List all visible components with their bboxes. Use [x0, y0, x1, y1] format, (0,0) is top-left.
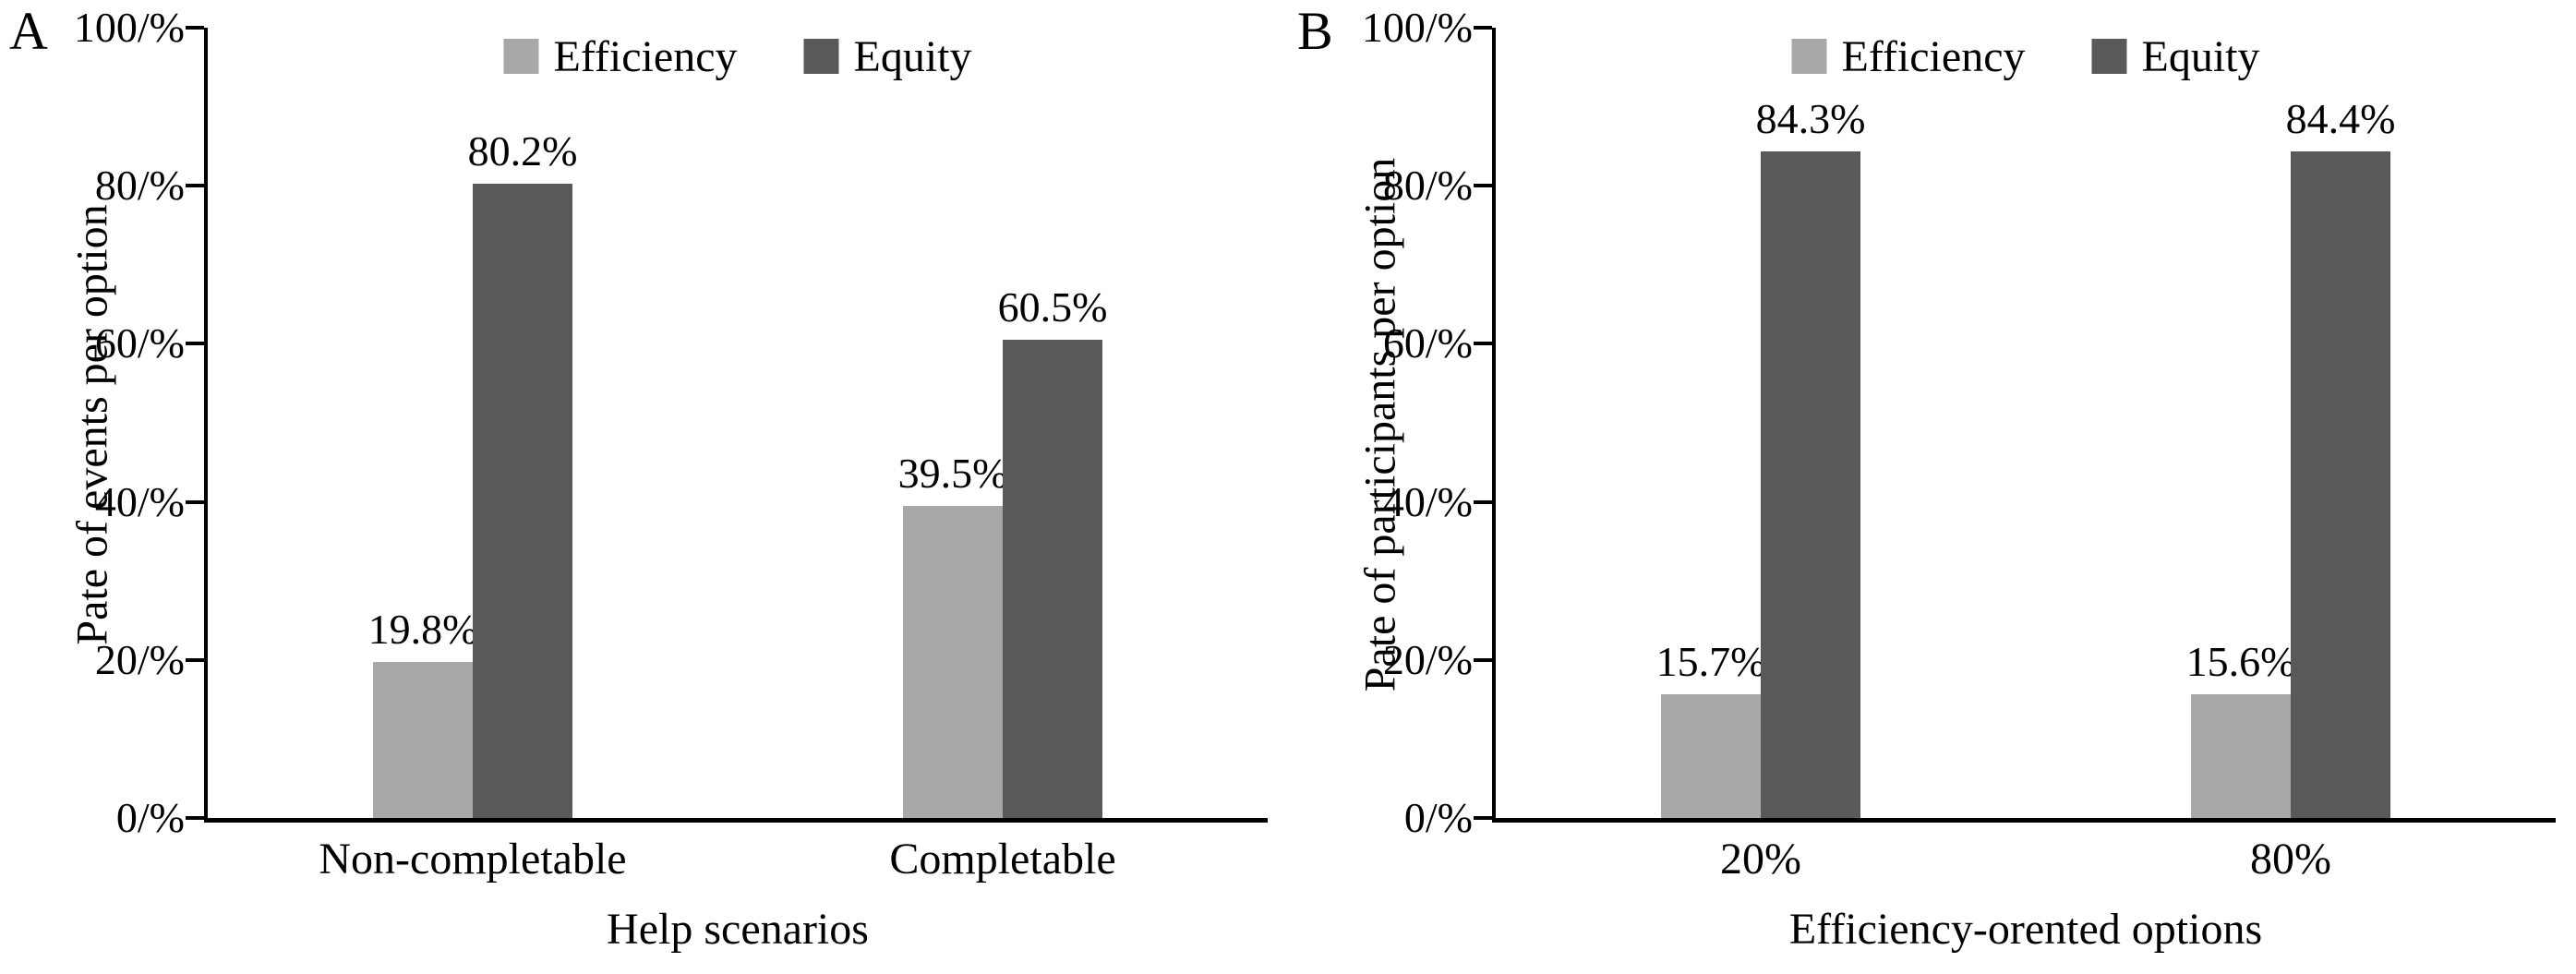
- bar-value-label: 84.4%: [2285, 94, 2396, 142]
- y-tick-mark: [186, 26, 204, 30]
- bar-value-label: 60.5%: [997, 283, 1108, 331]
- bar-efficiency: [2191, 694, 2291, 818]
- y-tick-label: 0/%: [115, 794, 185, 841]
- bar-value-label: 15.7%: [1655, 637, 1766, 685]
- y-tick-mark: [1474, 26, 1492, 30]
- y-tick-label: 20/%: [94, 635, 185, 683]
- y-tick-mark: [1474, 184, 1492, 188]
- y-tick-label: 40/%: [94, 477, 185, 525]
- bar-value-label: 39.5%: [897, 449, 1008, 497]
- y-tick-mark: [1474, 816, 1492, 820]
- y-tick-mark: [186, 657, 204, 662]
- y-axis-title: Pate of events per option: [67, 204, 117, 645]
- bar-efficiency: [373, 661, 473, 818]
- y-tick-label: 40/%: [1382, 477, 1473, 525]
- legend-item-efficiency: Efficiency: [1791, 30, 2026, 83]
- panel-label-b: B: [1297, 1, 1333, 61]
- y-tick-label: 0/%: [1403, 794, 1473, 841]
- legend-swatch-efficiency: [1791, 39, 1827, 74]
- legend-label: Efficiency: [1841, 31, 2026, 81]
- bar-efficiency: [1661, 693, 1761, 818]
- legend-item-equity: Equity: [803, 30, 972, 83]
- y-tick-mark: [186, 499, 204, 504]
- panel-label-a: A: [9, 1, 48, 61]
- y-tick-label: 80/%: [94, 162, 185, 210]
- x-axis-title: Help scenarios: [607, 905, 869, 954]
- y-tick-label: 100/%: [73, 4, 185, 51]
- bar-equity: [1761, 151, 1860, 818]
- legend: Efficiency Equity: [503, 30, 972, 83]
- y-tick-mark: [186, 342, 204, 346]
- legend-swatch-efficiency: [503, 39, 539, 74]
- legend-label: Equity: [2141, 31, 2260, 81]
- y-tick-mark: [1474, 657, 1492, 662]
- legend: Efficiency Equity: [1791, 30, 2260, 83]
- bar-equity: [473, 184, 572, 818]
- legend-item-efficiency: Efficiency: [503, 30, 738, 83]
- y-tick-mark: [186, 184, 204, 188]
- legend-label: Equity: [853, 31, 972, 81]
- y-axis-line: [204, 28, 208, 823]
- bar-value-label: 84.3%: [1755, 95, 1866, 143]
- legend-swatch-equity: [803, 39, 839, 74]
- bar-value-label: 15.6%: [2185, 638, 2296, 686]
- y-axis-title: Pate of participants per option: [1355, 157, 1405, 692]
- panel-a: A Pate of events per option Help scenari…: [9, 1, 1268, 954]
- y-axis-line: [1492, 28, 1496, 823]
- bar-value-label: 19.8%: [367, 605, 478, 653]
- panel-b: B Pate of participants per option Effici…: [1288, 0, 2576, 974]
- category-label: Non-completable: [319, 835, 627, 884]
- bar-equity: [2291, 150, 2390, 818]
- legend-label: Efficiency: [553, 31, 738, 81]
- x-axis-line: [204, 818, 1268, 823]
- y-tick-mark: [1474, 342, 1492, 346]
- y-tick-mark: [186, 816, 204, 820]
- y-tick-label: 60/%: [1382, 319, 1473, 367]
- bar-efficiency: [903, 505, 1003, 818]
- legend-item-equity: Equity: [2091, 30, 2260, 83]
- legend-swatch-equity: [2091, 39, 2127, 74]
- y-tick-mark: [1474, 499, 1492, 504]
- category-label: Completable: [889, 835, 1116, 884]
- category-label: 20%: [1720, 835, 1801, 884]
- y-tick-label: 60/%: [94, 319, 185, 367]
- y-tick-label: 20/%: [1382, 635, 1473, 683]
- x-axis-title: Efficiency-orented options: [1788, 905, 2263, 954]
- y-tick-label: 80/%: [1382, 162, 1473, 210]
- bar-value-label: 80.2%: [467, 127, 578, 175]
- bar-equity: [1003, 340, 1102, 818]
- category-label: 80%: [2250, 835, 2331, 884]
- x-axis-line: [1492, 818, 2556, 823]
- y-tick-label: 100/%: [1361, 4, 1473, 51]
